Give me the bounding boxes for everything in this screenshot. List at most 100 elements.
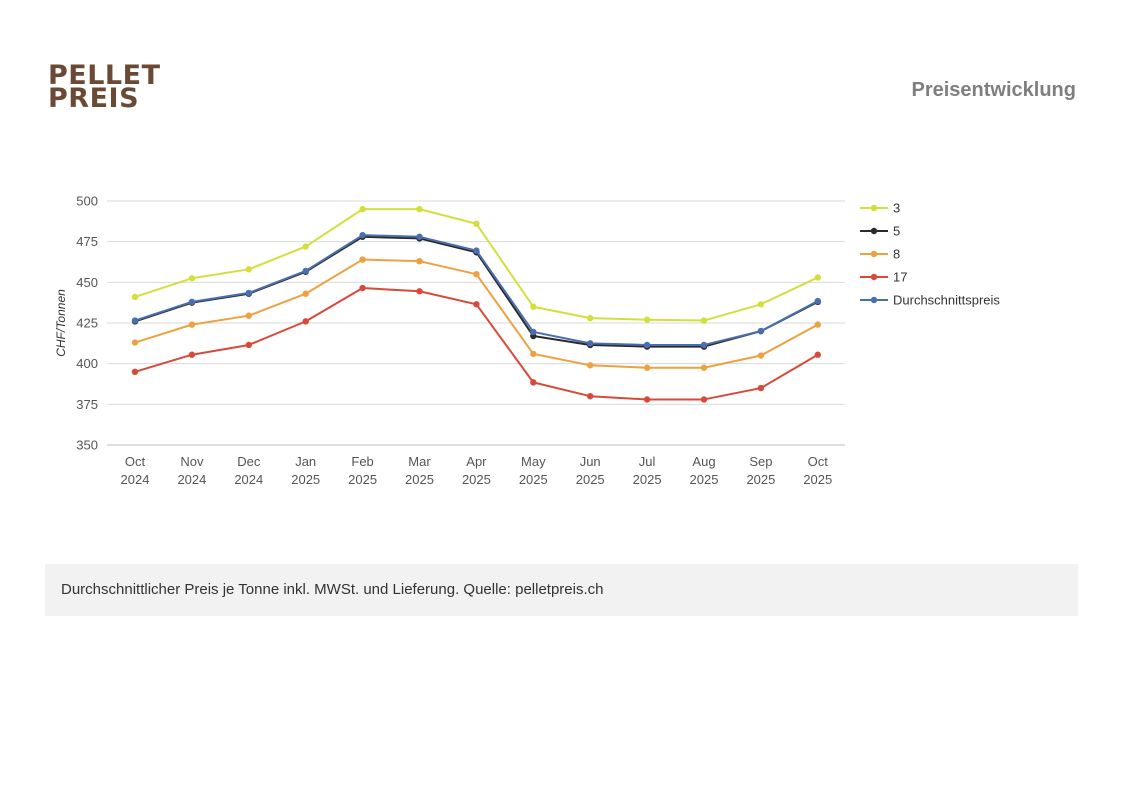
data-point-17 (700, 396, 708, 403)
data-point-Durchschnittspreis (416, 233, 423, 240)
data-point-3 (814, 274, 821, 281)
data-point-Durchschnittspreis (188, 298, 196, 306)
data-point-8 (757, 352, 765, 359)
x-tick-label-year: 2025 (348, 472, 377, 487)
legend-label: 3 (893, 201, 900, 216)
data-point-3 (131, 293, 139, 301)
x-tick-label-year: 2025 (633, 472, 662, 487)
y-tick-label: 425 (76, 316, 98, 331)
data-point-17 (359, 284, 366, 292)
y-tick-label: 350 (76, 438, 98, 453)
data-point-17 (188, 351, 196, 358)
data-point-3 (700, 317, 708, 324)
data-point-17 (643, 396, 651, 403)
brand-logo-line2: PREIS (48, 83, 140, 114)
x-tick-label-year: 2025 (576, 472, 605, 487)
legend-label: Durchschnittspreis (893, 293, 1000, 308)
data-point-8 (643, 364, 651, 371)
data-point-Durchschnittspreis (530, 328, 537, 336)
data-point-Durchschnittspreis (643, 341, 651, 349)
page-title: Preisentwicklung (911, 79, 1077, 101)
legend-label: 8 (893, 247, 900, 262)
data-point-17 (587, 393, 594, 400)
legend-marker-Durchschnittspreis (870, 296, 878, 304)
x-tick-label-month: Oct (125, 454, 146, 469)
x-tick-label-year: 2024 (177, 472, 206, 487)
data-point-17 (131, 368, 139, 375)
x-tick-label-year: 2025 (291, 472, 320, 487)
x-tick-label-month: Feb (351, 454, 373, 469)
x-tick-label-year: 2025 (405, 472, 434, 487)
y-tick-label: 375 (76, 397, 98, 412)
data-point-Durchschnittspreis (131, 317, 139, 324)
x-tick-label-month: Jul (639, 454, 656, 469)
data-point-17 (302, 318, 309, 325)
y-tick-label: 450 (76, 275, 98, 290)
x-tick-label-month: May (521, 454, 546, 469)
brand-logo-line1: PELLET (48, 60, 161, 91)
data-point-3 (359, 205, 366, 213)
legend-label: 17 (893, 270, 907, 285)
data-point-3 (302, 243, 309, 250)
data-point-Durchschnittspreis (587, 340, 594, 347)
x-tick-label-month: Oct (808, 454, 829, 469)
footer-note: Durchschnittlicher Preis je Tonne inkl. … (61, 581, 604, 598)
data-point-3 (473, 220, 480, 227)
data-point-Durchschnittspreis (757, 327, 765, 335)
data-point-17 (757, 384, 765, 392)
data-point-3 (757, 301, 765, 308)
data-point-Durchschnittspreis (359, 231, 366, 239)
data-point-8 (530, 350, 537, 358)
x-tick-label-year: 2025 (803, 472, 832, 487)
data-point-3 (245, 266, 252, 273)
data-point-3 (416, 205, 423, 213)
legend-marker-8 (870, 250, 878, 258)
data-point-3 (587, 314, 594, 322)
x-tick-label-year: 2024 (121, 472, 150, 487)
brand-logo: PELLET PREIS (48, 60, 161, 114)
data-point-17 (530, 379, 537, 386)
x-tick-label-year: 2024 (234, 472, 263, 487)
y-tick-label: 400 (76, 356, 98, 371)
data-point-Durchschnittspreis (473, 247, 480, 254)
data-point-8 (416, 257, 423, 265)
y-tick-label: 500 (76, 194, 98, 209)
data-point-8 (814, 321, 821, 328)
y-tick-label: 475 (76, 234, 98, 249)
x-tick-label-year: 2025 (690, 472, 719, 487)
data-point-17 (416, 288, 423, 295)
x-tick-label-month: Sep (749, 454, 772, 469)
legend-marker-17 (870, 273, 878, 281)
x-tick-label-year: 2025 (462, 472, 491, 487)
data-point-Durchschnittspreis (245, 289, 252, 297)
data-point-8 (473, 271, 480, 278)
x-tick-label-month: Aug (692, 454, 715, 469)
legend-marker-3 (870, 204, 878, 212)
data-point-17 (814, 351, 821, 358)
x-tick-label-month: Mar (408, 454, 431, 469)
x-tick-label-month: Apr (466, 454, 487, 469)
data-point-8 (245, 312, 252, 319)
data-point-8 (302, 290, 309, 297)
legend-marker-5 (870, 227, 878, 235)
x-tick-label-month: Jan (295, 454, 316, 469)
data-point-3 (643, 316, 651, 323)
data-point-Durchschnittspreis (700, 341, 708, 349)
data-point-8 (587, 362, 594, 369)
data-point-8 (131, 339, 139, 346)
y-axis-label: CHF/Tonnen (54, 289, 68, 357)
data-point-Durchschnittspreis (814, 297, 821, 305)
x-tick-label-month: Nov (180, 454, 204, 469)
data-point-3 (188, 275, 196, 282)
data-point-Durchschnittspreis (302, 267, 309, 275)
x-tick-label-month: Jun (580, 454, 601, 469)
legend-label: 5 (893, 224, 900, 239)
footer-note-box: Durchschnittlicher Preis je Tonne inkl. … (45, 564, 1078, 616)
x-tick-label-month: Dec (237, 454, 261, 469)
data-point-17 (473, 301, 480, 308)
x-tick-label-year: 2025 (519, 472, 548, 487)
data-point-8 (188, 321, 196, 328)
data-point-8 (359, 256, 366, 263)
data-point-17 (245, 341, 252, 349)
